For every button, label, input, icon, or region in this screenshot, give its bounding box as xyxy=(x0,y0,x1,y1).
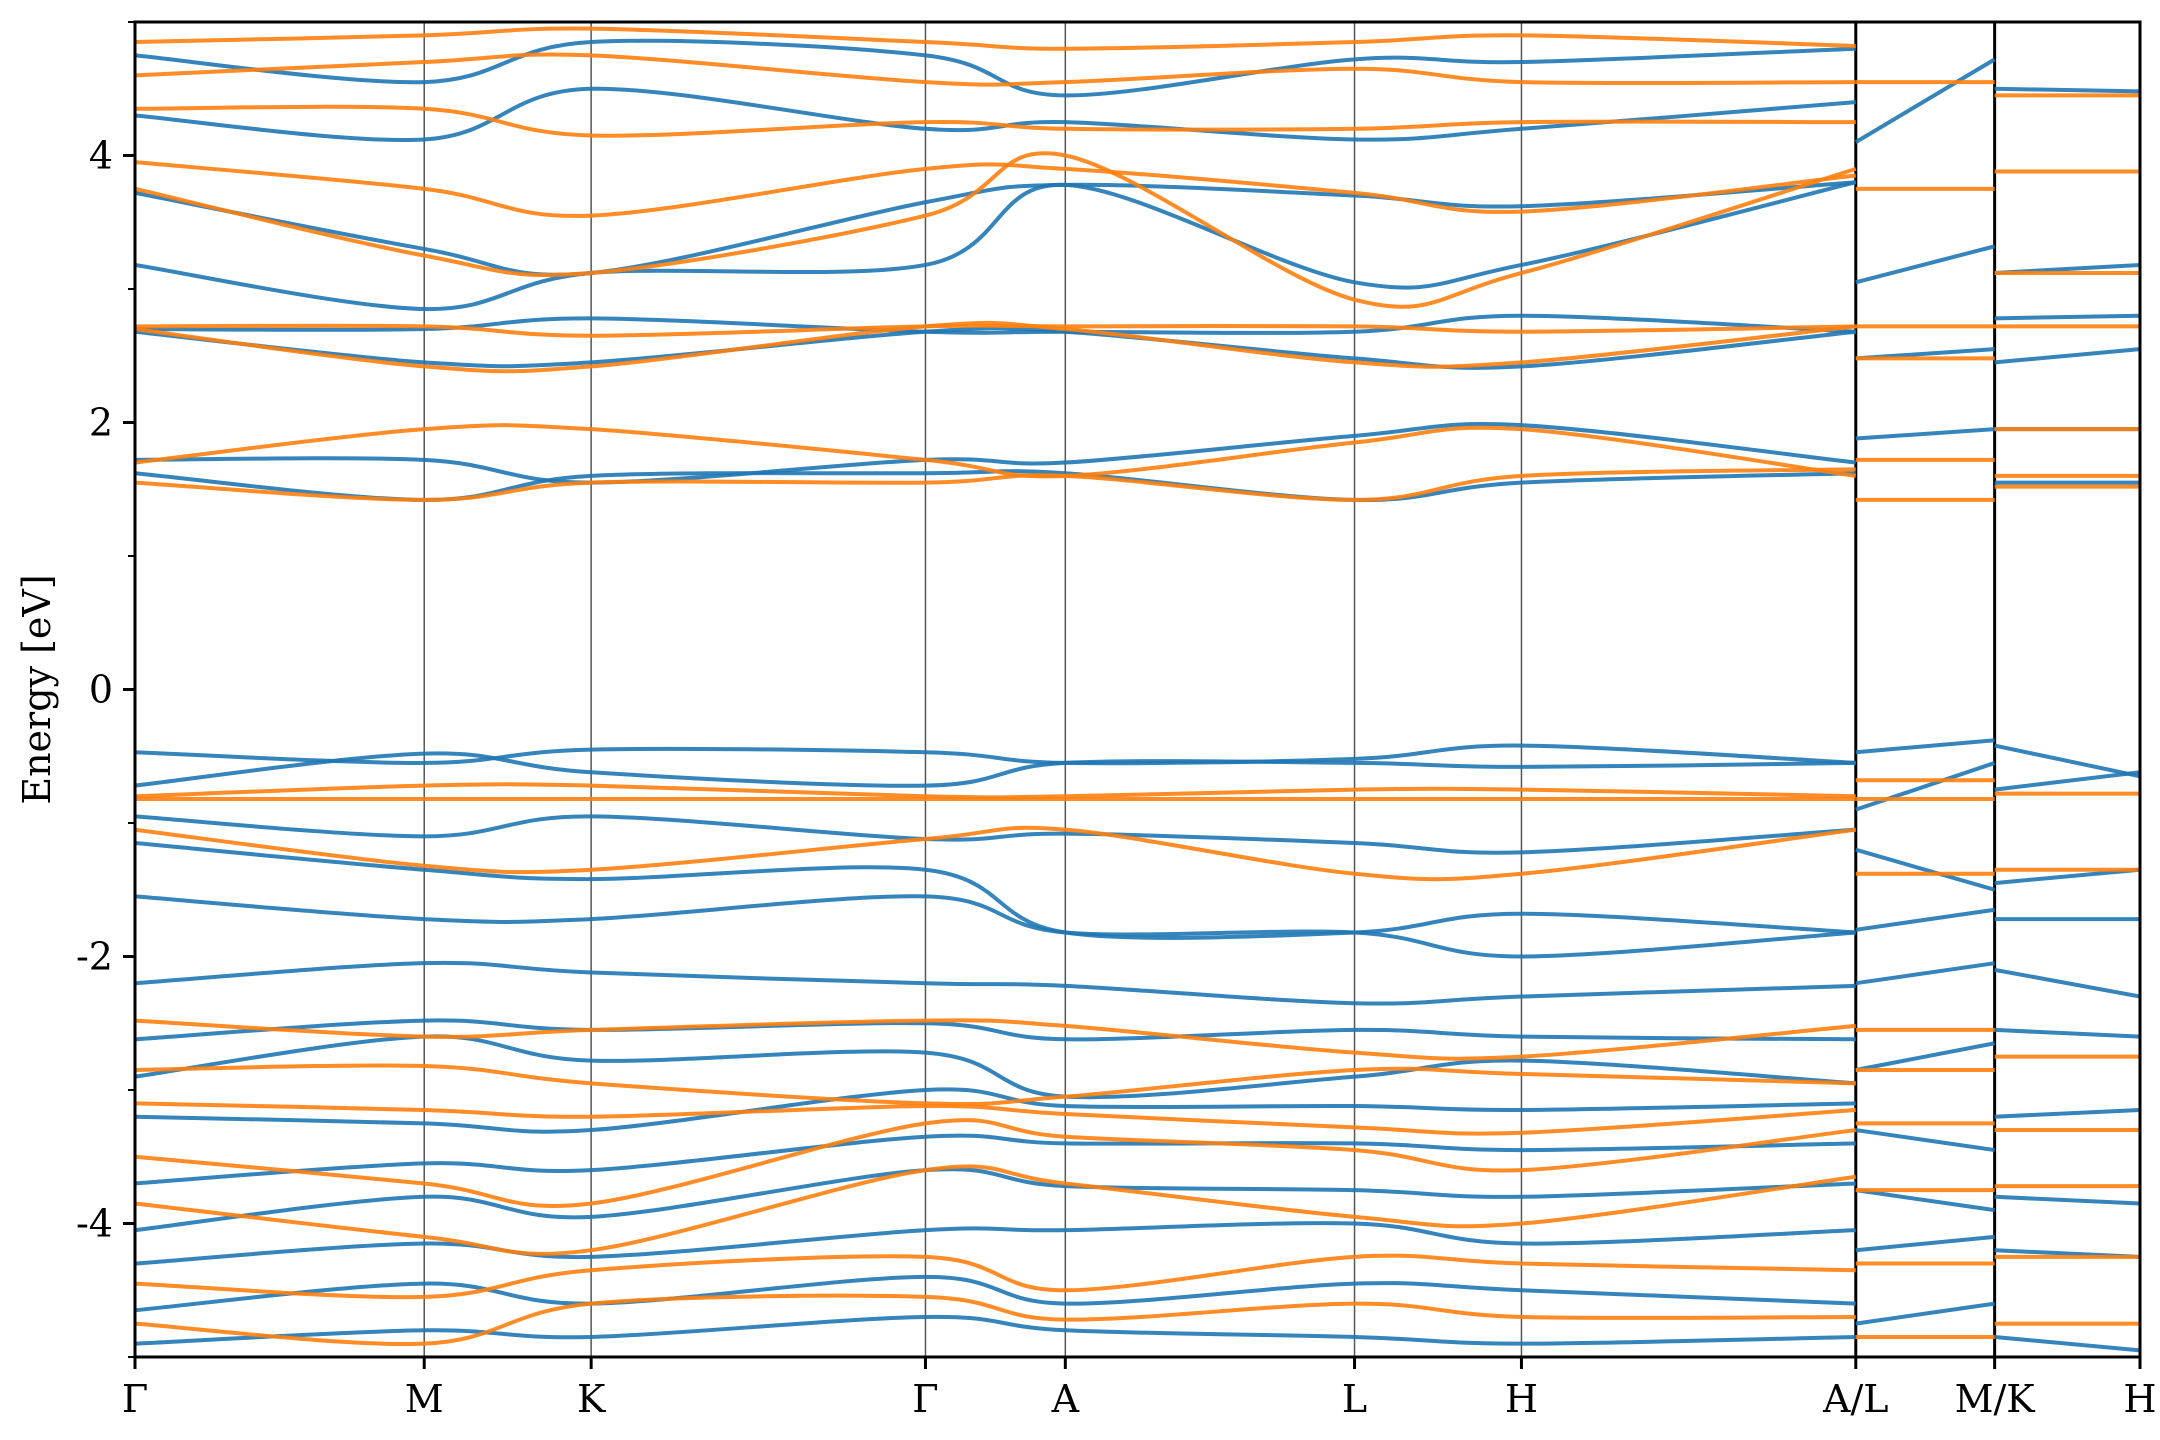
blue-band xyxy=(135,1274,1856,1313)
blue-band xyxy=(135,960,1856,1006)
blue-band xyxy=(1994,770,2140,792)
x-axis-ticks: Γ M K Γ A L H A/L M/K H xyxy=(122,1357,2157,1421)
blue-band xyxy=(1855,1234,1995,1253)
y-tick-label: -2 xyxy=(76,935,113,979)
orange-band xyxy=(135,320,1857,374)
blue-band xyxy=(135,841,1856,940)
kpoint-label: A/L xyxy=(1822,1377,1888,1421)
blue-band xyxy=(1994,967,2140,999)
blue-band xyxy=(135,1018,1856,1042)
blue-band xyxy=(1855,1041,1996,1072)
blue-band xyxy=(135,1221,1856,1266)
blue-band xyxy=(1855,1128,1995,1153)
blue-band xyxy=(1994,1108,2140,1119)
blue-band xyxy=(1994,1334,2140,1353)
blue-band xyxy=(1855,427,1995,441)
blue-band xyxy=(135,814,1856,855)
y-tick-label: 0 xyxy=(89,668,113,712)
blue-band xyxy=(1994,347,2140,365)
blue-band xyxy=(1994,743,2140,779)
blue-band xyxy=(1994,86,2140,94)
kpoint-label: L xyxy=(1342,1377,1367,1421)
blue-band xyxy=(135,180,1857,312)
blue-band xyxy=(1855,847,1996,892)
orange-band xyxy=(135,151,1857,309)
blue-band xyxy=(135,180,1856,277)
kpoint-label: M xyxy=(405,1377,444,1421)
orange-band xyxy=(135,1118,1857,1208)
orange-band xyxy=(135,825,1857,882)
bands-layer xyxy=(135,26,2140,1353)
blue-band xyxy=(135,469,1856,503)
blue-band xyxy=(1855,1188,1995,1213)
plot-frame xyxy=(133,20,2142,1359)
high-symmetry-lines xyxy=(423,22,1997,1357)
blue-band xyxy=(135,1314,1856,1346)
blue-band xyxy=(1855,907,1995,932)
orange-band xyxy=(135,26,1856,51)
blue-band xyxy=(135,1167,1856,1233)
orange-band xyxy=(135,104,1856,138)
blue-band xyxy=(1994,1027,2140,1039)
kpoint-label: M/K xyxy=(1955,1377,2036,1421)
blue-band xyxy=(1855,961,1995,986)
blue-band xyxy=(1855,244,1996,285)
blue-band xyxy=(1855,1301,1995,1326)
orange-band xyxy=(135,1101,1856,1136)
y-axis-ticks: -4 -2 0 2 4 xyxy=(76,21,135,1358)
kpoint-label: Γ xyxy=(912,1377,938,1421)
blue-band xyxy=(135,421,1857,485)
blue-band xyxy=(1855,738,1995,755)
kpoint-label: H xyxy=(1505,1377,1538,1421)
kpoint-label: K xyxy=(577,1377,606,1421)
blue-band xyxy=(135,326,1856,370)
blue-band xyxy=(135,894,1856,959)
orange-band xyxy=(135,160,1857,218)
orange-band xyxy=(135,1063,1856,1107)
blue-band xyxy=(135,1133,1856,1186)
blue-band xyxy=(135,1087,1856,1134)
y-tick-label: -4 xyxy=(76,1202,113,1246)
blue-band xyxy=(135,751,1856,788)
orange-band xyxy=(135,782,1856,800)
orange-band xyxy=(135,1293,1856,1346)
blue-band xyxy=(1855,761,1996,812)
orange-band xyxy=(135,52,1856,87)
orange-band xyxy=(135,423,1857,479)
blue-band xyxy=(135,743,1856,766)
kpoint-label: A xyxy=(1051,1377,1080,1421)
y-tick-label: 2 xyxy=(89,401,113,445)
blue-band xyxy=(1994,867,2140,886)
orange-band xyxy=(135,467,1856,502)
kpoint-label: Γ xyxy=(122,1377,148,1421)
blue-band xyxy=(1994,313,2140,321)
blue-band xyxy=(135,86,1856,142)
blue-band xyxy=(1994,1194,2140,1206)
y-axis-label: Energy [eV] xyxy=(15,574,59,804)
orange-band xyxy=(135,1253,1856,1300)
y-tick-label: 4 xyxy=(89,134,113,178)
blue-band xyxy=(135,313,1856,335)
orange-band xyxy=(135,1018,1856,1061)
kpoint-label: H xyxy=(2123,1377,2156,1421)
orange-band xyxy=(135,323,1856,338)
orange-band xyxy=(135,1164,1857,1256)
blue-band xyxy=(1854,57,1996,144)
blue-band xyxy=(135,38,1856,98)
